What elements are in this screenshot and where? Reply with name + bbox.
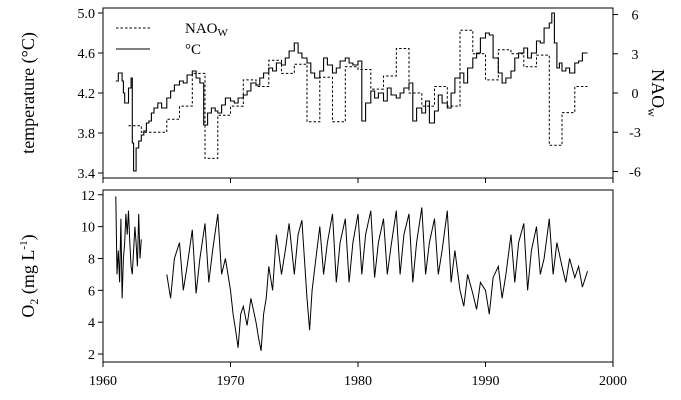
- oxygen-axis: 2 4 6 8 10 12: [81, 189, 103, 363]
- nao-tick-label: 3: [632, 48, 639, 63]
- nao-axis-title: NAOw: [645, 69, 668, 117]
- nao-series-line: [128, 29, 588, 159]
- oxygen-tick-label: 10: [81, 221, 95, 236]
- top-x-ticks: [102, 178, 614, 183]
- temperature-tick-label: 5.0: [78, 7, 96, 22]
- oxygen-series-line: [115, 196, 142, 299]
- oxygen-tick-label: 6: [88, 284, 95, 299]
- nao-tick-label: 0: [632, 87, 639, 102]
- legend: NAOW °C: [116, 21, 229, 58]
- year-tick-label: 1960: [89, 374, 117, 389]
- temperature-tick-label: 3.4: [78, 167, 96, 182]
- nao-tick-label: -3: [629, 126, 641, 141]
- nao-axis: -6 -3 0 3 6: [613, 9, 641, 180]
- year-tick-label: 1970: [217, 374, 245, 389]
- year-tick-label: 1980: [344, 374, 372, 389]
- temperature-nao-panel: 3.4 3.8 4.2 4.6 5.0 -6 -3 0 3 6 NAOW °C temperat…: [18, 7, 668, 183]
- oxygen-series-line: [166, 207, 588, 351]
- oxygen-tick-label: 8: [88, 252, 95, 267]
- temperature-axis: 3.4 3.8 4.2 4.6 5.0: [78, 7, 103, 182]
- nao-tick-label: 6: [632, 9, 639, 24]
- oxygen-tick-label: 4: [88, 316, 95, 331]
- year-tick-label: 2000: [599, 374, 627, 389]
- year-axis: 1960 1970 1980 1990 2000: [89, 362, 627, 389]
- temperature-axis-title: temperature (°C): [18, 32, 39, 154]
- oxygen-tick-label: 2: [88, 348, 95, 363]
- nao-tick-label: -6: [629, 165, 641, 180]
- legend-temp-label: °C: [185, 42, 201, 58]
- oxygen-series: [115, 196, 588, 351]
- oxygen-panel: 2 4 6 8 10 12 1960 1970 1980 1990 2000 O2 (mg L-1…: [18, 189, 627, 389]
- temperature-tick-label: 4.2: [78, 87, 96, 102]
- legend-nao-label: NAOW: [185, 21, 229, 39]
- top-panel-frame: [102, 7, 614, 179]
- temperature-series-line: [115, 12, 588, 172]
- temperature-tick-label: 4.6: [78, 47, 96, 62]
- temperature-tick-label: 3.8: [78, 127, 96, 142]
- year-tick-label: 1990: [472, 374, 500, 389]
- oxygen-tick-label: 12: [81, 189, 95, 204]
- oxygen-axis-title: O2 (mg L-1): [18, 234, 41, 317]
